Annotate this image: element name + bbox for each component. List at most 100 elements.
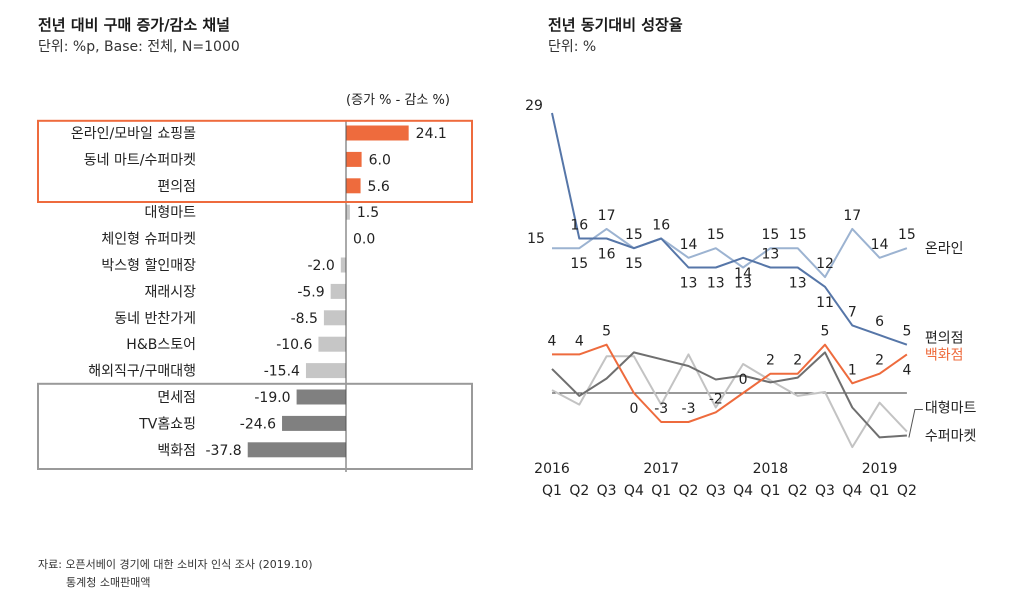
data-label: 16 [652, 218, 670, 234]
x-tick-label: Q1 [542, 483, 562, 499]
bar-category-label: 온라인/모바일 쇼핑몰 [71, 126, 196, 142]
bar [340, 257, 346, 273]
x-tick-label: Q3 [815, 483, 835, 499]
data-label: -3 [654, 401, 668, 417]
legend-label: 온라인 [925, 241, 964, 257]
x-tick-label: Q4 [624, 483, 644, 499]
bar [346, 151, 362, 167]
bar [346, 178, 361, 194]
data-label: 15 [625, 227, 643, 243]
data-label: 4 [548, 333, 557, 349]
data-label: 13 [761, 246, 779, 262]
year-label: 2018 [753, 461, 789, 477]
data-label: 4 [575, 333, 584, 349]
x-tick-label: Q4 [842, 483, 862, 499]
data-label: -3 [682, 401, 696, 417]
bar-value-label: -37.8 [205, 443, 241, 459]
series-line-백화점 [552, 343, 908, 423]
legend-label: 수퍼마켓 [925, 429, 977, 445]
data-label: 14 [871, 237, 889, 253]
bar [330, 283, 346, 299]
data-label: 13 [734, 275, 752, 291]
source-line-1: 자료: 오픈서베이 경기에 대한 소비자 인식 조사 (2019.10) [38, 558, 313, 571]
bar-category-label: 재래시장 [144, 284, 196, 300]
bar-value-label: -15.4 [264, 364, 300, 380]
data-label: 5 [902, 324, 911, 340]
right-chart-title: 전년 동기대비 성장율 [548, 16, 683, 34]
bar [296, 389, 346, 405]
data-label: 13 [707, 275, 725, 291]
bar [346, 204, 350, 220]
bar-value-label: 5.6 [368, 179, 390, 195]
bar-value-label: 24.1 [416, 126, 447, 142]
data-label: 2 [793, 353, 802, 369]
bar-value-label: -2.0 [307, 258, 334, 274]
data-label: 13 [680, 275, 698, 291]
legend-label: 대형마트 [925, 400, 977, 416]
data-label: 15 [625, 256, 643, 272]
x-tick-label: Q1 [651, 483, 671, 499]
year-label: 2016 [534, 461, 570, 477]
x-tick-label: Q4 [733, 483, 753, 499]
bar-category-label: 백화점 [157, 443, 196, 459]
data-label: 12 [816, 256, 834, 272]
bar-category-label: 동네 마트/수퍼마켓 [84, 152, 196, 168]
series-line-편의점 [551, 112, 908, 346]
left-chart-subtitle: 단위: %p, Base: 전체, N=1000 [38, 39, 240, 55]
data-label: 29 [525, 98, 543, 114]
bar-category-label: 체인형 슈퍼마켓 [101, 232, 196, 248]
right-chart-subtitle: 단위: % [548, 39, 597, 55]
bar-category-label: H&B스토어 [126, 337, 196, 353]
data-label: 5 [821, 324, 830, 340]
bar [305, 363, 346, 379]
legend-label: 백화점 [925, 348, 964, 364]
bar [346, 125, 409, 141]
x-tick-label: Q3 [706, 483, 726, 499]
source-line-2: 통계청 소매판매액 [66, 576, 151, 589]
data-label: 5 [602, 324, 611, 340]
channel-bar-chart: (증가 % - 감소 %) 온라인/모바일 쇼핑몰 24.1 동네 마트/수퍼마켓 6… [37, 93, 473, 472]
data-label: 0 [739, 372, 748, 388]
bar-header-note: (증가 % - 감소 %) [346, 93, 450, 108]
data-label: 6 [875, 314, 884, 330]
bar-category-label: 동네 반찬가게 [114, 311, 196, 327]
bar-value-label: -19.0 [254, 390, 290, 406]
data-label: 15 [707, 227, 725, 243]
data-label: 15 [761, 227, 779, 243]
decrease-highlight-box [37, 382, 473, 470]
source-note: 자료: 오픈서베이 경기에 대한 소비자 인식 조사 (2019.10) 통계청… [38, 556, 313, 590]
bar-value-label: -10.6 [276, 337, 312, 353]
data-label: 4 [902, 362, 911, 378]
data-label: 15 [570, 256, 588, 272]
data-label: 0 [629, 401, 638, 417]
data-label: 16 [598, 247, 616, 263]
bar-value-label: -24.6 [240, 416, 276, 432]
data-label: 16 [570, 218, 588, 234]
bar [282, 415, 346, 431]
bar-value-label: -5.9 [297, 284, 324, 300]
bar-category-label: 해외직구/구매대행 [88, 364, 196, 380]
data-label: 17 [843, 208, 861, 224]
bar-category-label: TV홈쇼핑 [138, 416, 196, 432]
series-line-온라인 [552, 227, 908, 279]
data-label: -2 [709, 391, 723, 407]
x-tick-label: Q2 [679, 483, 699, 499]
x-tick-label: Q3 [597, 483, 617, 499]
data-label: 11 [816, 295, 834, 311]
data-label: 2 [766, 353, 775, 369]
legend-leader-line [908, 408, 923, 438]
data-label: 7 [848, 304, 857, 320]
x-tick-label: Q2 [569, 483, 589, 499]
bar-value-label: 0.0 [353, 232, 375, 248]
x-tick-label: Q2 [788, 483, 808, 499]
data-label: 14 [680, 237, 698, 253]
bar [318, 336, 346, 352]
data-label: 15 [789, 227, 807, 243]
bar-category-label: 대형마트 [144, 205, 196, 221]
bar-category-label: 편의점 [157, 179, 196, 195]
x-tick-label: Q1 [760, 483, 780, 499]
bar-value-label: 1.5 [357, 205, 379, 221]
legend-label: 편의점 [925, 331, 964, 347]
left-chart-title: 전년 대비 구매 증가/감소 채널 [38, 16, 230, 34]
